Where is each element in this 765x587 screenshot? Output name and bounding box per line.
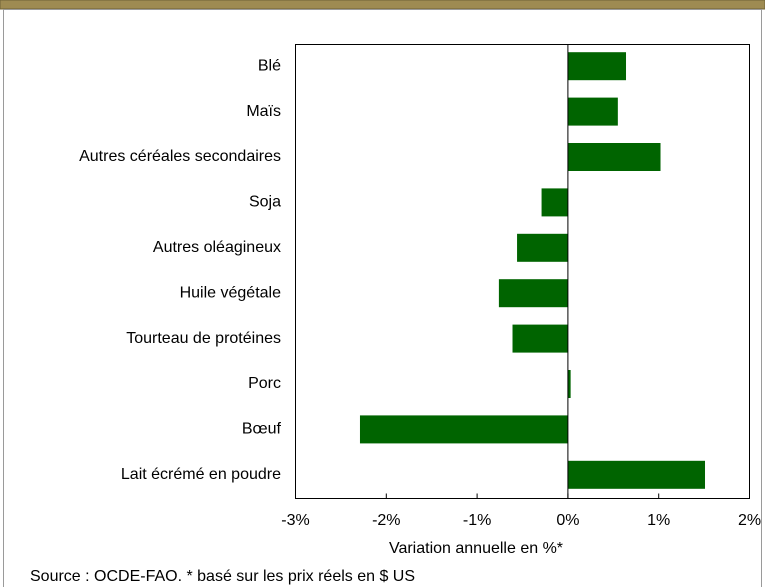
y-tick-label: Blé	[258, 57, 281, 74]
source-note: Source : OCDE-FAO. * basé sur les prix r…	[30, 568, 415, 585]
y-tick-label: Lait écrémé en poudre	[121, 466, 281, 483]
bar	[567, 370, 571, 398]
x-tick-label: -1%	[463, 512, 491, 529]
y-tick-label: Maïs	[246, 103, 281, 120]
y-tick-label: Huile végétale	[180, 284, 282, 301]
bar	[541, 188, 568, 217]
x-tick-label: 1%	[647, 512, 670, 529]
x-tick-label: 2%	[738, 512, 761, 529]
bar	[517, 233, 568, 262]
bar	[359, 415, 568, 444]
y-tick-label: Tourteau de protéines	[126, 330, 281, 347]
bar	[498, 279, 568, 308]
bar	[512, 324, 568, 353]
header-band	[0, 0, 765, 10]
y-tick-label: Autres oléagineux	[153, 239, 281, 256]
x-axis-label: Variation annuelle en %*	[389, 540, 563, 557]
y-tick-label: Autres céréales secondaires	[79, 148, 281, 165]
y-tick-label: Soja	[249, 194, 281, 211]
bar	[567, 143, 661, 171]
panel	[3, 9, 762, 587]
bar	[567, 460, 706, 489]
y-tick-label: Bœuf	[242, 421, 282, 438]
y-tick-label: Porc	[248, 375, 281, 392]
bar	[567, 97, 618, 126]
x-tick-label: 0%	[556, 512, 579, 529]
x-tick-label: -2%	[372, 512, 400, 529]
bar	[567, 52, 627, 81]
x-tick-label: -3%	[281, 512, 309, 529]
plot-frame	[295, 44, 750, 499]
